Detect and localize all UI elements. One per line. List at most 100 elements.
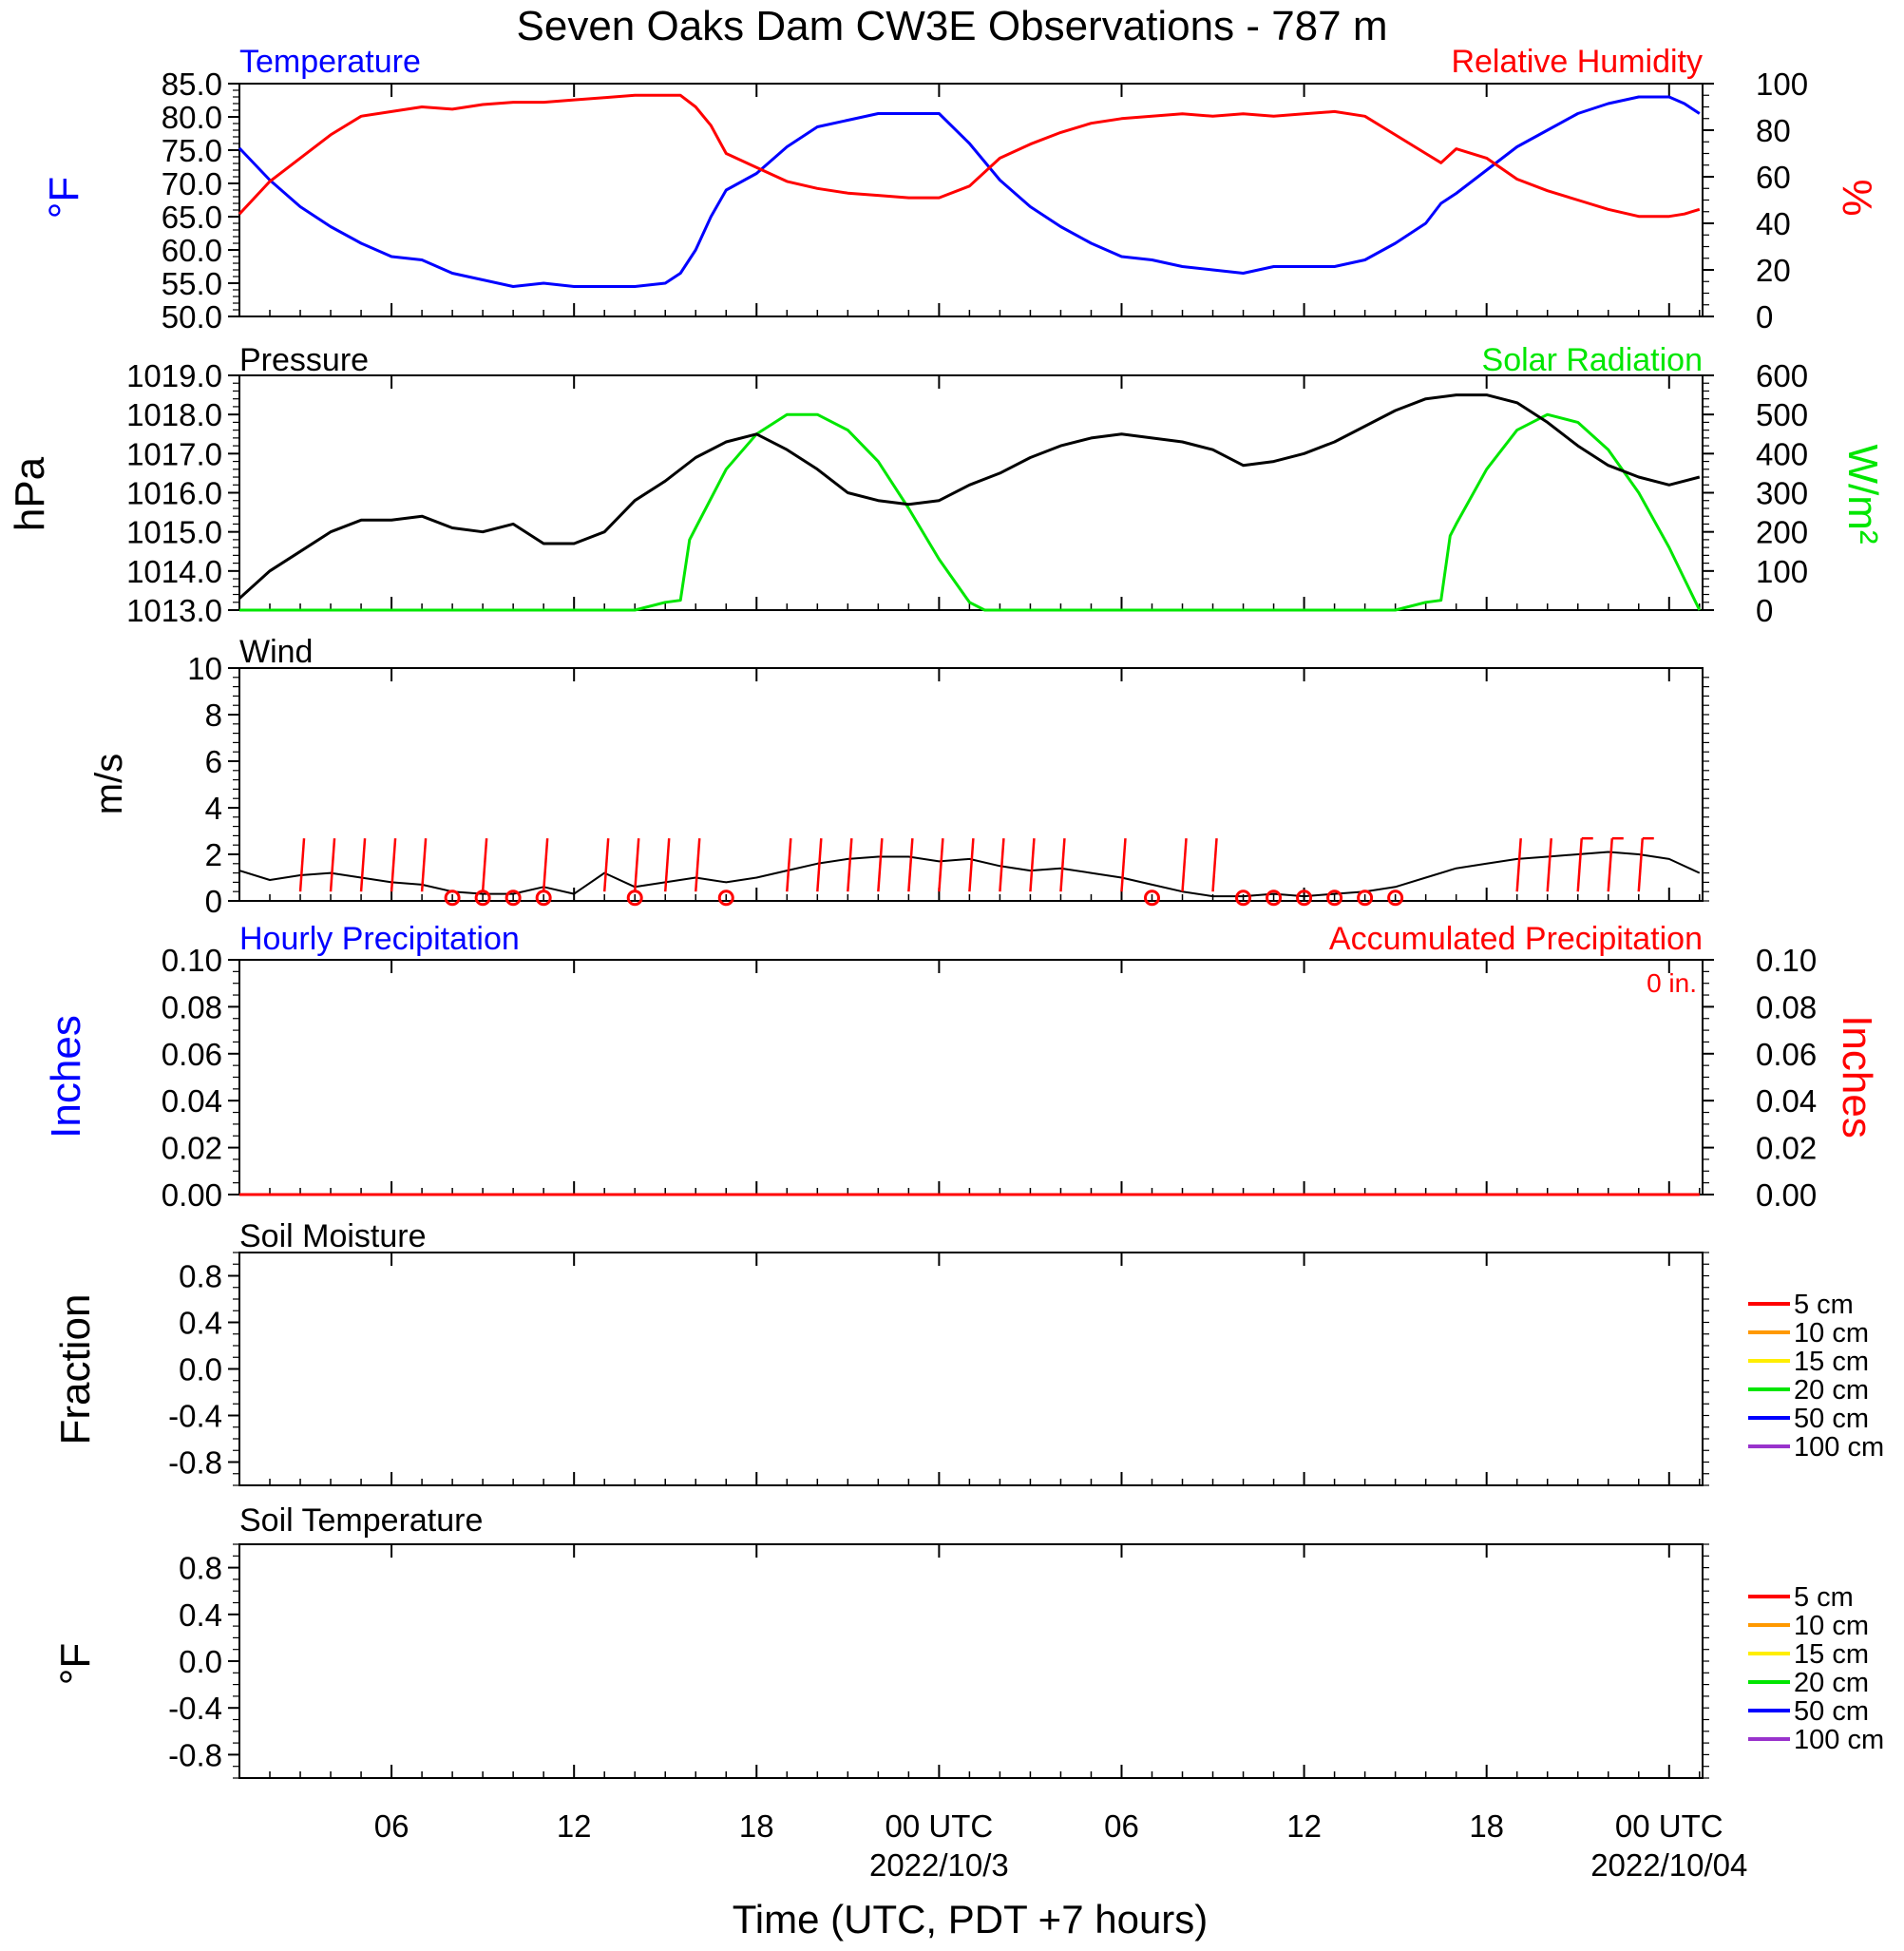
wind-barb-staff [390, 838, 397, 892]
wind-barb-staff [1029, 838, 1036, 892]
plot-frame [238, 374, 1704, 611]
y-tick-label: 0.10 [162, 943, 222, 978]
calm-wind-marker [1357, 889, 1374, 907]
y-tick-label: 0.10 [1756, 943, 1817, 978]
y-tick-label: 0.00 [1756, 1177, 1817, 1213]
accum-precip-title: Accumulated Precipitation [1329, 921, 1703, 957]
wind-barb [1059, 838, 1066, 892]
x-tick-label: 18 [739, 1808, 774, 1844]
wind-y-label: m/s [88, 754, 130, 814]
y-tick-label: 0.06 [1756, 1037, 1817, 1072]
wind-barb-staff [847, 838, 853, 892]
y-tick-label: 60.0 [162, 233, 222, 268]
y-tick-label: 1018.0 [126, 397, 222, 432]
legend-label: 100 cm [1794, 1432, 1884, 1463]
temperature-humidity-plot: 50.055.060.065.070.075.080.085.0 0 20 40 60 8… [162, 67, 1808, 335]
wind-barb-staff [481, 838, 488, 892]
temperature-y-label: °F [41, 177, 87, 219]
precipitation-plot: 0.00 0.02 0.04 0.06 0.08 0.10 0.00 0.02 0.04 0.06… [162, 943, 1817, 1213]
calm-wind-marker [535, 889, 552, 907]
wind-barb-staff [633, 838, 640, 892]
calm-wind-marker [1143, 889, 1160, 907]
wind-barb-staff [695, 838, 701, 892]
y-tick-label: 80.0 [162, 100, 222, 135]
y-tick-label: 100 [1756, 554, 1808, 589]
y-tick-label: 2 [205, 837, 222, 872]
wind-barb-staff [542, 838, 549, 892]
calm-wind-marker [1326, 889, 1343, 907]
wind-barb [877, 838, 884, 892]
panel-precipitation: Hourly Precipitation Accumulated Precipi… [43, 921, 1880, 1213]
y-tick-label: 8 [205, 698, 222, 733]
wind-barb [1546, 838, 1552, 892]
y-tick-label: 100 [1756, 67, 1808, 102]
wind-barb-staff [1546, 838, 1552, 892]
y-tick-label: 1013.0 [126, 593, 222, 628]
wind-barb [359, 838, 367, 892]
y-tick-label: 400 [1756, 436, 1808, 471]
calm-wind-marker [474, 889, 491, 907]
panel-soil-moisture: Soil Moisture Fraction -0.8 -0.4 0.0 0.4 0.8… [52, 1218, 1884, 1486]
humidity-y-label: % [1834, 179, 1880, 216]
wind-barb [420, 838, 428, 892]
y-tick-label: 300 [1756, 476, 1808, 511]
calm-wind-marker [717, 889, 734, 907]
wind-barb [907, 838, 914, 892]
wind-barb [1515, 838, 1522, 892]
soil-moisture-title: Soil Moisture [239, 1218, 427, 1254]
panel-wind: Wind m/s 0 2 4 6 8 10 [88, 634, 1709, 919]
wind-barb [695, 838, 701, 892]
wind-barb-staff [359, 838, 367, 892]
humidity-title: Relative Humidity [1451, 44, 1703, 80]
solar-title: Solar Radiation [1482, 342, 1703, 378]
temperature-line [238, 95, 1701, 288]
wind-barb [786, 838, 792, 892]
wind-barb-staff [907, 838, 914, 892]
y-tick-label: 1014.0 [126, 554, 222, 589]
y-tick-label: 0.08 [1756, 989, 1817, 1024]
legend-label: 15 cm [1794, 1639, 1869, 1670]
soil-moisture-plot: -0.8 -0.4 0.0 0.4 0.8 [168, 1252, 1709, 1486]
y-tick-label: 55.0 [162, 266, 222, 301]
y-tick-label: 1019.0 [126, 358, 222, 393]
y-tick-label: 0 [205, 884, 222, 919]
y-tick-label: 60 [1756, 160, 1791, 195]
y-tick-label: -0.4 [168, 1399, 222, 1434]
y-tick-label: 4 [205, 791, 222, 826]
panel-temperature-humidity: Temperature Relative Humidity °F % 50.05… [41, 44, 1880, 335]
y-tick-label: 1017.0 [126, 436, 222, 471]
pressure-y-label: hPa [7, 456, 53, 531]
legend-label: 5 cm [1794, 1290, 1854, 1320]
y-tick-label: 0.04 [1756, 1083, 1817, 1119]
calm-wind-marker [505, 889, 522, 907]
y-tick-label: 6 [205, 744, 222, 779]
wind-barb [329, 838, 336, 892]
y-tick-label: 0.8 [179, 1259, 222, 1294]
wind-barb-staff [329, 838, 336, 892]
x-tick-date: 2022/10/3 [869, 1847, 1009, 1883]
y-tick-label: 0.8 [179, 1551, 222, 1586]
wind-barb [968, 838, 975, 892]
y-tick-label: 1016.0 [126, 476, 222, 511]
legend-label: 10 cm [1794, 1318, 1869, 1348]
x-tick-label: 06 [1104, 1808, 1139, 1844]
soil-temperature-title: Soil Temperature [239, 1502, 483, 1539]
wind-plot: 0 2 4 6 8 10 [187, 651, 1709, 919]
hourly-precip-y-label: Inches [43, 1015, 89, 1138]
calm-wind-marker [1296, 889, 1313, 907]
y-tick-label: 80 [1756, 113, 1791, 148]
soil-moisture-y-label: Fraction [52, 1294, 99, 1445]
pressure-line [238, 393, 1701, 600]
wind-barb-staff [1607, 838, 1613, 892]
wind-barb [633, 838, 640, 892]
y-tick-label: -0.8 [168, 1445, 222, 1481]
y-tick-label: -0.4 [168, 1691, 222, 1726]
legend-label: 50 cm [1794, 1696, 1869, 1727]
wind-barb [390, 838, 397, 892]
wind-barb [1029, 838, 1036, 892]
legend-label: 10 cm [1794, 1611, 1869, 1641]
wind-barb-staff [298, 838, 306, 892]
legend-label: 20 cm [1794, 1668, 1869, 1698]
